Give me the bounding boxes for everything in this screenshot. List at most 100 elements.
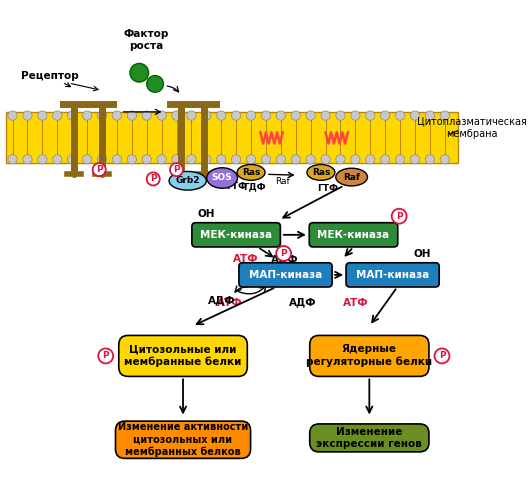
Circle shape bbox=[82, 154, 92, 164]
Ellipse shape bbox=[237, 164, 265, 181]
Circle shape bbox=[291, 154, 301, 164]
Text: АТФ: АТФ bbox=[342, 298, 368, 308]
Text: МЕК-киназа: МЕК-киназа bbox=[318, 230, 390, 240]
Ellipse shape bbox=[307, 164, 335, 181]
FancyBboxPatch shape bbox=[310, 336, 429, 376]
Circle shape bbox=[97, 111, 107, 120]
Circle shape bbox=[276, 111, 286, 120]
Text: P: P bbox=[150, 175, 157, 184]
Text: ГДФ: ГДФ bbox=[243, 182, 266, 191]
Text: Ядерные
регуляторные белки: Ядерные регуляторные белки bbox=[306, 344, 432, 368]
Circle shape bbox=[291, 111, 301, 120]
Circle shape bbox=[23, 111, 32, 120]
Circle shape bbox=[112, 154, 122, 164]
Circle shape bbox=[187, 154, 196, 164]
Text: Изменение активности
цитозольных или
мембранных белков: Изменение активности цитозольных или мем… bbox=[118, 422, 248, 458]
Text: АТФ: АТФ bbox=[233, 254, 258, 264]
Text: ГТФ: ГТФ bbox=[226, 182, 246, 191]
Circle shape bbox=[142, 154, 151, 164]
Circle shape bbox=[38, 154, 47, 164]
Text: Raf: Raf bbox=[276, 177, 290, 186]
Circle shape bbox=[93, 163, 106, 176]
Circle shape bbox=[53, 111, 62, 120]
Circle shape bbox=[321, 111, 330, 120]
Circle shape bbox=[217, 111, 226, 120]
Text: Цитозольные или
мембранные белки: Цитозольные или мембранные белки bbox=[124, 344, 242, 368]
Text: P: P bbox=[173, 165, 180, 174]
Circle shape bbox=[98, 348, 113, 364]
Circle shape bbox=[8, 111, 17, 120]
Circle shape bbox=[440, 154, 449, 164]
Circle shape bbox=[157, 154, 166, 164]
Circle shape bbox=[142, 111, 151, 120]
Circle shape bbox=[336, 111, 345, 120]
Circle shape bbox=[306, 154, 315, 164]
Text: АТФ: АТФ bbox=[217, 298, 242, 308]
Circle shape bbox=[217, 154, 226, 164]
Circle shape bbox=[172, 111, 181, 120]
Circle shape bbox=[232, 154, 241, 164]
Circle shape bbox=[276, 154, 286, 164]
Text: ОН: ОН bbox=[198, 209, 215, 219]
Circle shape bbox=[130, 63, 149, 82]
Circle shape bbox=[147, 76, 164, 92]
Circle shape bbox=[425, 154, 434, 164]
Circle shape bbox=[112, 111, 122, 120]
Circle shape bbox=[366, 111, 375, 120]
Text: АДФ: АДФ bbox=[288, 298, 316, 308]
Text: P: P bbox=[439, 351, 446, 361]
Circle shape bbox=[366, 154, 375, 164]
Text: Raf: Raf bbox=[343, 173, 360, 182]
Circle shape bbox=[321, 154, 330, 164]
Text: ОН: ОН bbox=[414, 249, 431, 259]
Ellipse shape bbox=[336, 168, 367, 186]
Circle shape bbox=[381, 154, 390, 164]
Text: Grb2: Grb2 bbox=[175, 176, 200, 185]
Circle shape bbox=[232, 111, 241, 120]
Circle shape bbox=[23, 154, 32, 164]
FancyBboxPatch shape bbox=[116, 421, 251, 459]
Text: P: P bbox=[396, 212, 402, 221]
Circle shape bbox=[350, 154, 360, 164]
Text: МАП-киназа: МАП-киназа bbox=[356, 270, 429, 280]
Circle shape bbox=[392, 209, 407, 224]
Circle shape bbox=[67, 111, 77, 120]
Circle shape bbox=[170, 163, 183, 176]
Circle shape bbox=[350, 111, 360, 120]
Circle shape bbox=[202, 154, 211, 164]
FancyBboxPatch shape bbox=[239, 263, 332, 287]
Circle shape bbox=[410, 154, 419, 164]
Circle shape bbox=[381, 111, 390, 120]
Circle shape bbox=[261, 111, 271, 120]
Circle shape bbox=[261, 154, 271, 164]
Ellipse shape bbox=[207, 168, 237, 188]
Circle shape bbox=[336, 154, 345, 164]
Circle shape bbox=[187, 111, 196, 120]
Circle shape bbox=[127, 111, 136, 120]
Circle shape bbox=[82, 111, 92, 120]
Text: P: P bbox=[280, 249, 287, 258]
Text: Фактор
роста: Фактор роста bbox=[123, 29, 168, 51]
Circle shape bbox=[246, 154, 256, 164]
Ellipse shape bbox=[169, 172, 207, 190]
Text: P: P bbox=[96, 165, 102, 174]
Circle shape bbox=[410, 111, 419, 120]
Text: Рецептор: Рецептор bbox=[21, 71, 79, 82]
Circle shape bbox=[396, 154, 405, 164]
Circle shape bbox=[67, 154, 77, 164]
Text: P: P bbox=[102, 351, 109, 361]
Bar bbox=[6, 112, 458, 163]
FancyBboxPatch shape bbox=[310, 424, 429, 452]
Circle shape bbox=[396, 111, 405, 120]
FancyBboxPatch shape bbox=[119, 336, 247, 376]
Circle shape bbox=[127, 154, 136, 164]
Text: Ras: Ras bbox=[242, 168, 260, 177]
Circle shape bbox=[53, 154, 62, 164]
FancyBboxPatch shape bbox=[192, 223, 280, 247]
FancyBboxPatch shape bbox=[309, 223, 398, 247]
Circle shape bbox=[172, 154, 181, 164]
Circle shape bbox=[425, 111, 434, 120]
Text: ГТФ: ГТФ bbox=[317, 184, 338, 193]
Text: SOS: SOS bbox=[212, 174, 233, 183]
Circle shape bbox=[97, 154, 107, 164]
